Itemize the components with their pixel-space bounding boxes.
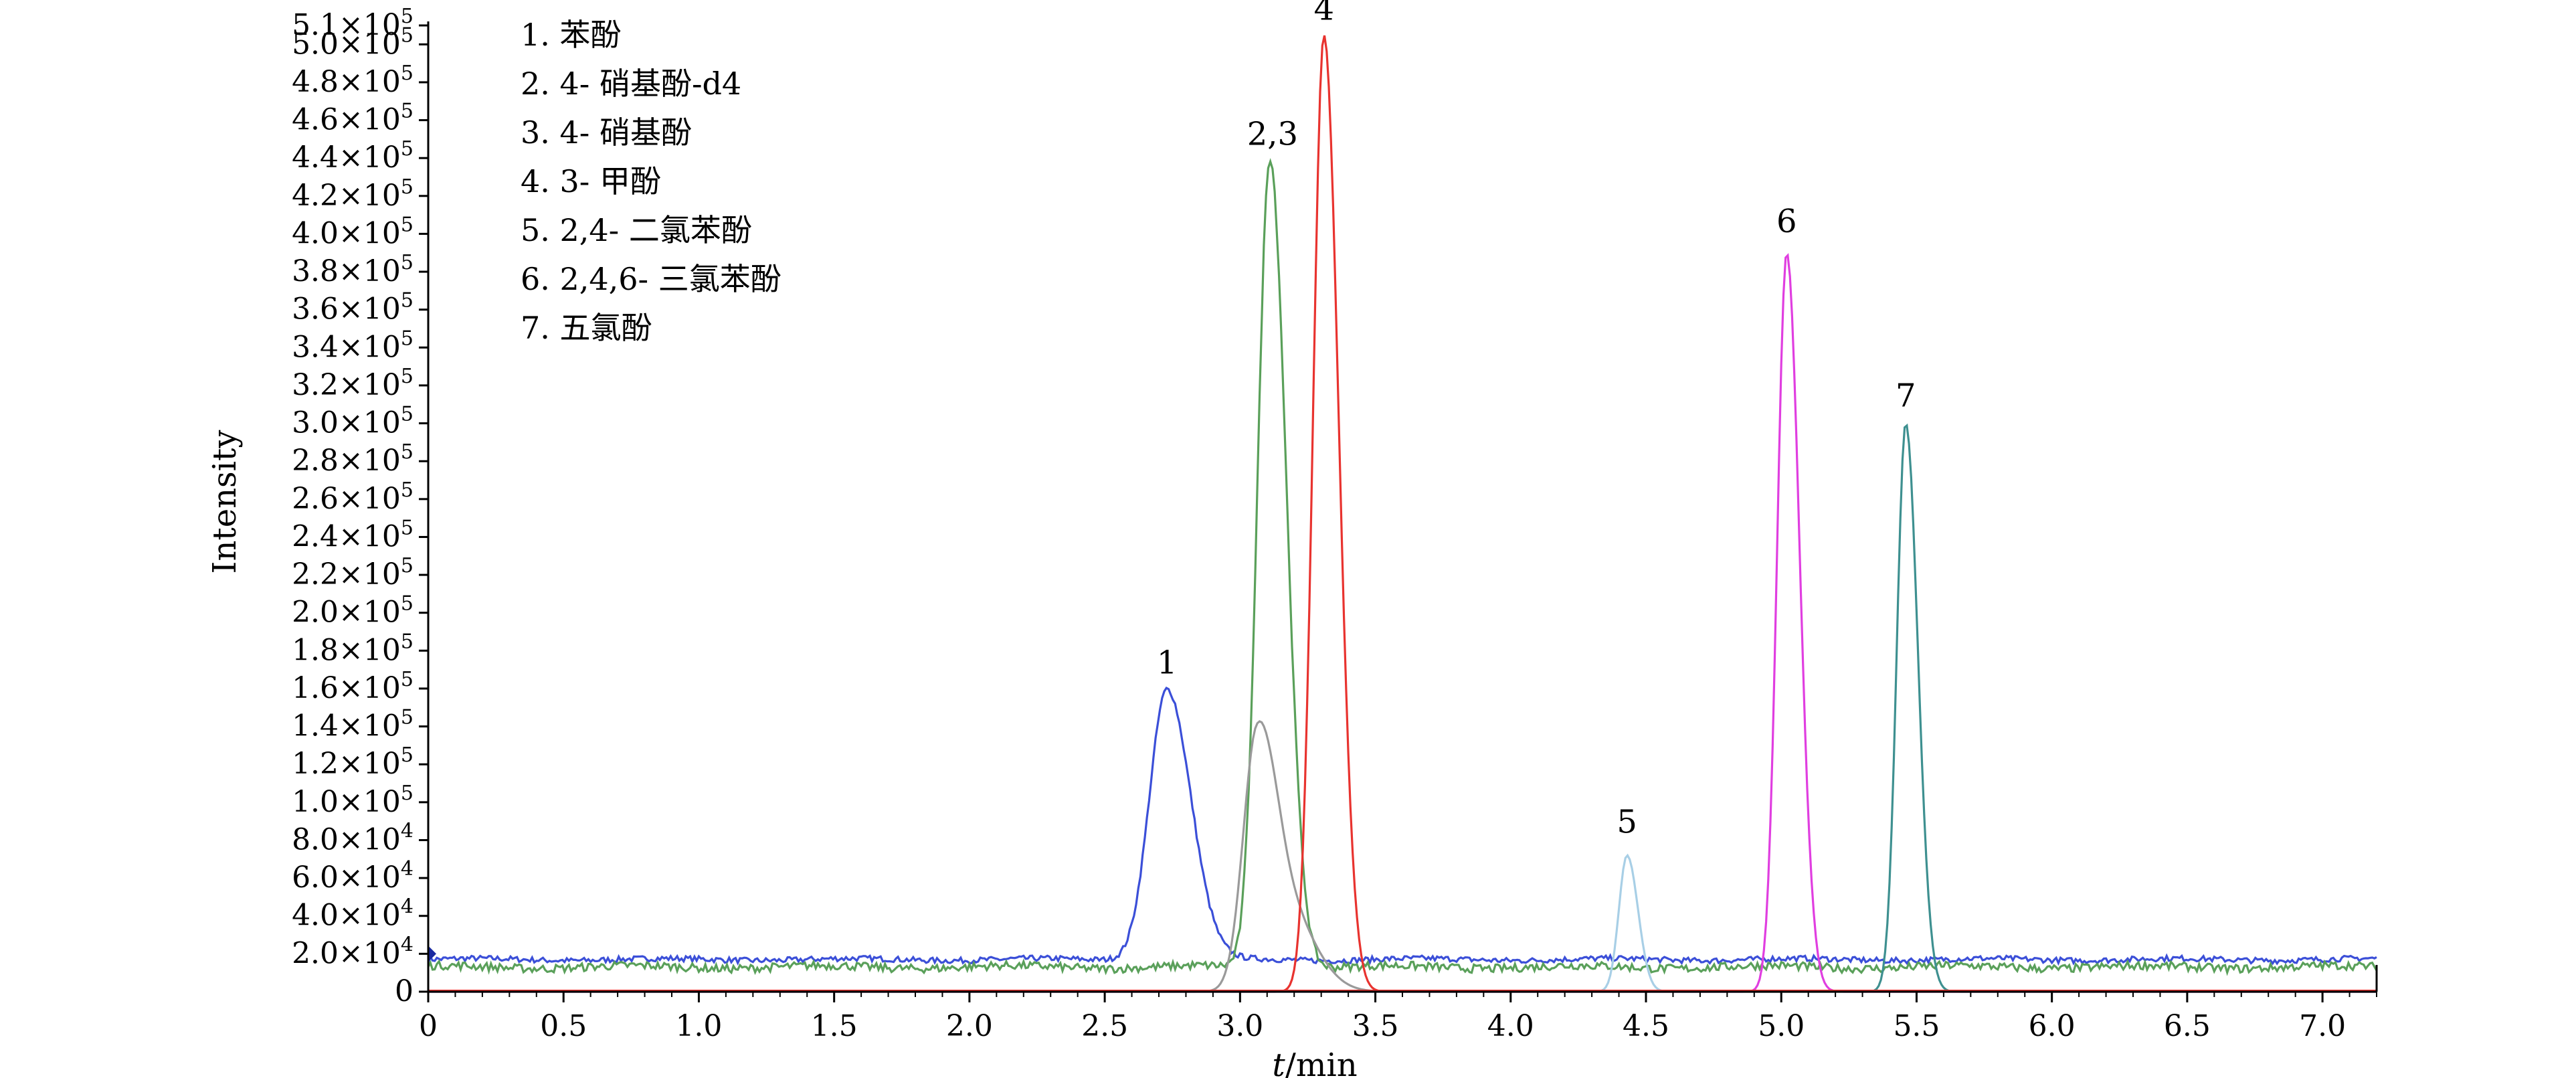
peak-labels-layer: 1 2,3 4 5 6 7 <box>1157 0 1916 840</box>
axes-layer <box>427 21 2378 993</box>
legend-entry: 5. 2,4- 二氯苯酚 <box>521 212 752 248</box>
y-tick-label: 2.4×105 <box>292 516 413 553</box>
y-tick-label: 0 <box>395 974 413 1008</box>
legend-entry: 4. 3- 甲酚 <box>521 163 661 199</box>
x-tick-label: 2.5 <box>1081 1009 1128 1043</box>
y-tick-label: 4.4×105 <box>292 137 413 175</box>
y-tick-label: 1.6×105 <box>292 668 413 705</box>
legend-entry: 7. 五氯酚 <box>521 310 652 346</box>
legend-entry: 3. 4- 硝基酚 <box>521 114 692 151</box>
x-tick-label: 0 <box>419 1009 438 1043</box>
x-tick-label: 4.5 <box>1623 1009 1669 1043</box>
peak-label: 1 <box>1157 644 1178 681</box>
y-tick-label: 1.8×105 <box>292 630 413 667</box>
y-tick-label: 4.0×104 <box>292 895 413 933</box>
peak-label: 6 <box>1776 203 1797 240</box>
peak-label: 5 <box>1617 803 1637 840</box>
x-axis-title-unit: /min <box>1285 1047 1358 1078</box>
peak-label: 4 <box>1313 0 1334 28</box>
legend: 1. 苯酚 2. 4- 硝基酚-d4 3. 4- 硝基酚 4. 3- 甲酚 5. 2,4… <box>521 17 781 346</box>
x-tick-label: 4.0 <box>1487 1009 1534 1043</box>
y-tick-label: 1.4×105 <box>292 706 413 743</box>
peak-label: 2,3 <box>1247 116 1298 153</box>
peak-label: 7 <box>1896 377 1916 414</box>
x-axis-title-var: t <box>1272 1047 1285 1078</box>
x-tick-label: 5.0 <box>1758 1009 1805 1043</box>
series-line-4 <box>428 35 2377 993</box>
y-tick-label: 5.1×105 <box>292 5 413 42</box>
x-tick-label: 0.5 <box>540 1009 587 1043</box>
y-axis-title: Intensity <box>206 430 244 574</box>
x-tick-label: 3.0 <box>1216 1009 1263 1043</box>
series-line-2 <box>427 158 2378 976</box>
series-layer <box>427 35 2378 993</box>
y-tick-label: 4.8×105 <box>292 62 413 99</box>
x-tick-label: 7.0 <box>2299 1009 2346 1043</box>
y-tick-label: 5.0×105 <box>292 23 413 61</box>
y-tick-label: 2.6×105 <box>292 478 413 516</box>
y-tick-label: 3.4×105 <box>292 327 413 364</box>
x-tick-label: 1.0 <box>675 1009 722 1043</box>
y-tick-label: 4.2×105 <box>292 175 413 213</box>
x-tick-label: 5.5 <box>1893 1009 1940 1043</box>
y-tick-label: 3.0×105 <box>292 403 413 440</box>
y-tick-label: 1.0×105 <box>292 782 413 819</box>
legend-entry: 6. 2,4,6- 三氯苯酚 <box>521 261 781 297</box>
y-tick-label: 2.8×105 <box>292 440 413 478</box>
ticks-layer: 0 0.5 1.0 1.5 2.0 2.5 3.0 3.5 4.0 4.5 5.0 5.5 6.0 6.5… <box>292 5 2377 1043</box>
x-tick-label: 3.5 <box>1352 1009 1399 1043</box>
y-tick-label: 3.2×105 <box>292 365 413 402</box>
series-line-1 <box>427 686 2377 966</box>
x-tick-label: 6.0 <box>2029 1009 2076 1043</box>
x-tick-label: 6.5 <box>2164 1009 2211 1043</box>
y-tick-label: 8.0×104 <box>292 819 413 857</box>
series-line-6 <box>428 253 2377 993</box>
y-tick-label: 3.8×105 <box>292 251 413 288</box>
series-line-3 <box>428 720 2377 993</box>
x-tick-label: 1.5 <box>811 1009 858 1043</box>
y-tick-label: 4.0×105 <box>292 213 413 250</box>
y-tick-label: 3.6×105 <box>292 289 413 327</box>
y-tick-label: 2.0×105 <box>292 592 413 630</box>
y-tick-label: 4.6×105 <box>292 100 413 137</box>
legend-entry: 1. 苯酚 <box>521 17 622 53</box>
x-axis-title: t/min <box>1272 1047 1357 1078</box>
y-reference-marker <box>428 946 436 962</box>
legend-entry: 2. 4- 硝基酚-d4 <box>521 66 741 102</box>
y-tick-label: 2.0×104 <box>292 933 413 970</box>
series-line-7 <box>428 423 2377 993</box>
y-tick-label: 1.2×105 <box>292 743 413 781</box>
x-tick-label: 2.0 <box>946 1009 993 1043</box>
y-tick-label: 2.2×105 <box>292 554 413 592</box>
y-tick-label: 6.0×104 <box>292 857 413 895</box>
